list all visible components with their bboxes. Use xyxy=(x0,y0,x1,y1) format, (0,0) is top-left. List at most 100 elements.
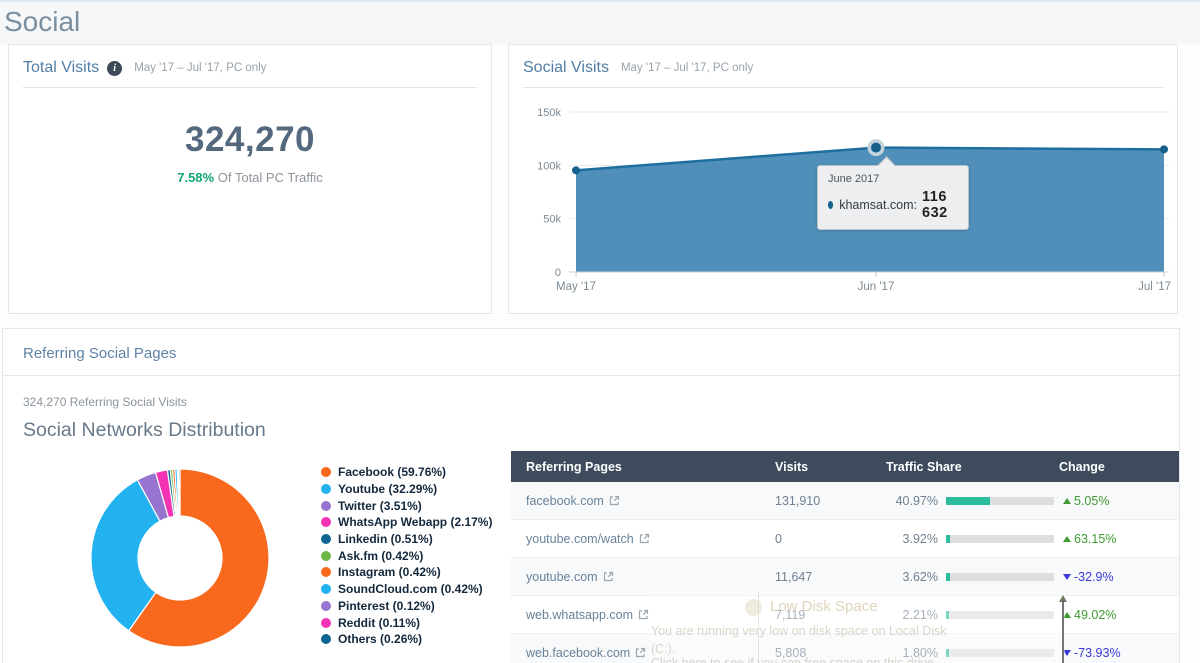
traffic-share-bar xyxy=(946,496,1054,505)
social-visits-area-chart[interactable]: 150k 100k 50k 0 May '17 Jun '17 Jul '17 June 2… xyxy=(521,97,1175,309)
traffic-percent-value: 7.58% xyxy=(177,170,215,185)
column-header-referring-pages: Referring Pages xyxy=(526,459,622,474)
panel-divider xyxy=(3,375,1179,376)
donut-slice-facebook[interactable] xyxy=(127,468,270,648)
data-point[interactable] xyxy=(572,166,580,175)
donut-slice-others[interactable] xyxy=(177,468,181,517)
visits-value: 5,808 xyxy=(775,645,807,660)
traffic-share-bar xyxy=(946,572,1054,581)
table-row: youtube.com 11,647 3.62% -32.9% xyxy=(511,558,1179,596)
page-title: Social xyxy=(4,6,81,37)
donut-legend: Facebook (59.76%) Youtube (32.29%) Twitter… xyxy=(321,464,492,648)
page-domain: youtube.com/watch xyxy=(526,531,634,546)
legend-color-dot-icon xyxy=(321,600,331,611)
visits-value: 0 xyxy=(775,531,782,546)
legend-label: Others (0.26%) xyxy=(338,632,423,647)
legend-color-dot-icon xyxy=(321,517,331,528)
page-header: Social xyxy=(0,0,1200,44)
chart-tooltip: June 2017 khamsat.com: 116 632 xyxy=(817,165,969,230)
social-visits-date-range: May '17 – Jul '17, PC only xyxy=(620,62,754,74)
legend-label: Instagram (0.42%) xyxy=(338,565,441,580)
legend-label: Ask.fm (0.42%) xyxy=(338,548,424,563)
legend-item-others[interactable]: Others (0.26%) xyxy=(321,631,492,648)
change-down-arrow-icon xyxy=(1063,573,1071,580)
legend-color-dot-icon xyxy=(321,550,331,561)
traffic-share-value: 2.21% xyxy=(902,607,938,622)
ghost-window-edge-line xyxy=(1059,595,1067,663)
total-visits-date-range: May '17 – Jul '17, PC only xyxy=(134,62,267,74)
traffic-share-bar xyxy=(946,610,1054,619)
donut-slice-youtube[interactable] xyxy=(90,479,161,632)
legend-item-reddit[interactable]: Reddit (0.11%) xyxy=(321,614,492,631)
traffic-share-bar xyxy=(946,534,1054,543)
referring-pages-title: Referring Social Pages xyxy=(23,345,177,362)
legend-color-dot-icon xyxy=(321,500,331,511)
column-header-traffic-share: Traffic Share xyxy=(886,459,962,474)
total-visits-card: Total Visits i May '17 – Jul '17, PC onl… xyxy=(8,44,492,314)
legend-item-twitter[interactable]: Twitter (3.51%) xyxy=(321,497,492,514)
total-visits-value: 324,270 xyxy=(184,120,316,159)
legend-color-dot-icon xyxy=(321,567,331,578)
data-point[interactable] xyxy=(1160,145,1168,154)
table-row: facebook.com 131,910 40.97% 5.05% xyxy=(511,482,1179,520)
visits-value: 7,119 xyxy=(775,607,806,622)
change-value: -32.9% xyxy=(1074,569,1114,584)
referring-page-link[interactable]: youtube.com/watch xyxy=(526,532,650,546)
legend-item-soundcloud-com[interactable]: SoundCloud.com (0.42%) xyxy=(321,581,492,598)
external-link-icon xyxy=(639,533,650,544)
legend-item-whatsapp-webapp[interactable]: WhatsApp Webapp (2.17%) xyxy=(321,514,492,531)
table-row: youtube.com/watch 0 3.92% 63.15% xyxy=(511,520,1179,558)
referring-page-link[interactable]: web.whatsapp.com xyxy=(526,608,649,622)
referring-social-pages-panel: Referring Social Pages 324,270 Referring… xyxy=(2,328,1180,663)
legend-color-dot-icon xyxy=(321,484,331,495)
page-domain: youtube.com xyxy=(526,569,598,584)
y-axis-tick: 0 xyxy=(555,267,561,279)
card-divider xyxy=(23,87,477,88)
external-link-icon xyxy=(609,495,620,506)
change-down-arrow-icon xyxy=(1063,649,1071,656)
legend-label: Linkedin (0.51%) xyxy=(338,532,433,547)
table-header-row: Referring Pages Visits Traffic Share Change xyxy=(511,451,1179,482)
traffic-share-bar-fill xyxy=(946,496,990,505)
traffic-share-bar-fill xyxy=(946,610,949,619)
referring-pages-table: Referring Pages Visits Traffic Share Change… xyxy=(511,451,1179,663)
distribution-title: Social Networks Distribution xyxy=(23,419,266,441)
legend-item-youtube[interactable]: Youtube (32.29%) xyxy=(321,481,492,498)
visits-value: 11,647 xyxy=(775,569,813,584)
legend-label: Twitter (3.51%) xyxy=(338,498,422,513)
legend-label: Youtube (32.29%) xyxy=(338,482,438,497)
change-value: -73.93% xyxy=(1074,645,1121,660)
referring-page-link[interactable]: youtube.com xyxy=(526,570,614,584)
tooltip-site: khamsat.com: xyxy=(839,198,918,212)
data-point[interactable] xyxy=(871,142,881,153)
info-icon[interactable]: i xyxy=(107,60,123,76)
social-networks-donut-chart[interactable] xyxy=(89,467,271,649)
traffic-share-bar xyxy=(946,648,1054,657)
traffic-share-value: 40.97% xyxy=(895,493,938,508)
legend-label: Pinterest (0.12%) xyxy=(338,598,435,613)
visits-value: 131,910 xyxy=(775,493,821,508)
legend-label: Facebook (59.76%) xyxy=(338,465,447,480)
x-axis-tick: May '17 xyxy=(556,281,596,293)
legend-item-linkedin[interactable]: Linkedin (0.51%) xyxy=(321,531,492,548)
referring-page-link[interactable]: web.facebook.com xyxy=(526,646,646,660)
change-value: 63.15% xyxy=(1074,531,1117,546)
external-link-icon xyxy=(638,609,649,620)
change-up-arrow-icon xyxy=(1063,611,1071,618)
x-axis-tick: Jun '17 xyxy=(858,281,895,293)
traffic-share-value: 1.80% xyxy=(902,645,938,660)
change-up-arrow-icon xyxy=(1063,497,1071,504)
change-up-arrow-icon xyxy=(1063,535,1071,542)
legend-item-pinterest[interactable]: Pinterest (0.12%) xyxy=(321,598,492,615)
kpi-row: Total Visits i May '17 – Jul '17, PC onl… xyxy=(0,44,1200,314)
legend-color-dot-icon xyxy=(321,634,331,645)
referring-page-link[interactable]: facebook.com xyxy=(526,494,620,508)
traffic-share-bar-fill xyxy=(946,572,950,581)
legend-item-instagram[interactable]: Instagram (0.42%) xyxy=(321,564,492,581)
social-visits-title: Social Visits xyxy=(523,59,609,76)
change-value: 5.05% xyxy=(1074,493,1110,508)
legend-item-facebook[interactable]: Facebook (59.76%) xyxy=(321,464,492,481)
legend-item-ask-fm[interactable]: Ask.fm (0.42%) xyxy=(321,547,492,564)
series-dot-icon xyxy=(828,201,834,209)
legend-color-dot-icon xyxy=(321,534,331,545)
